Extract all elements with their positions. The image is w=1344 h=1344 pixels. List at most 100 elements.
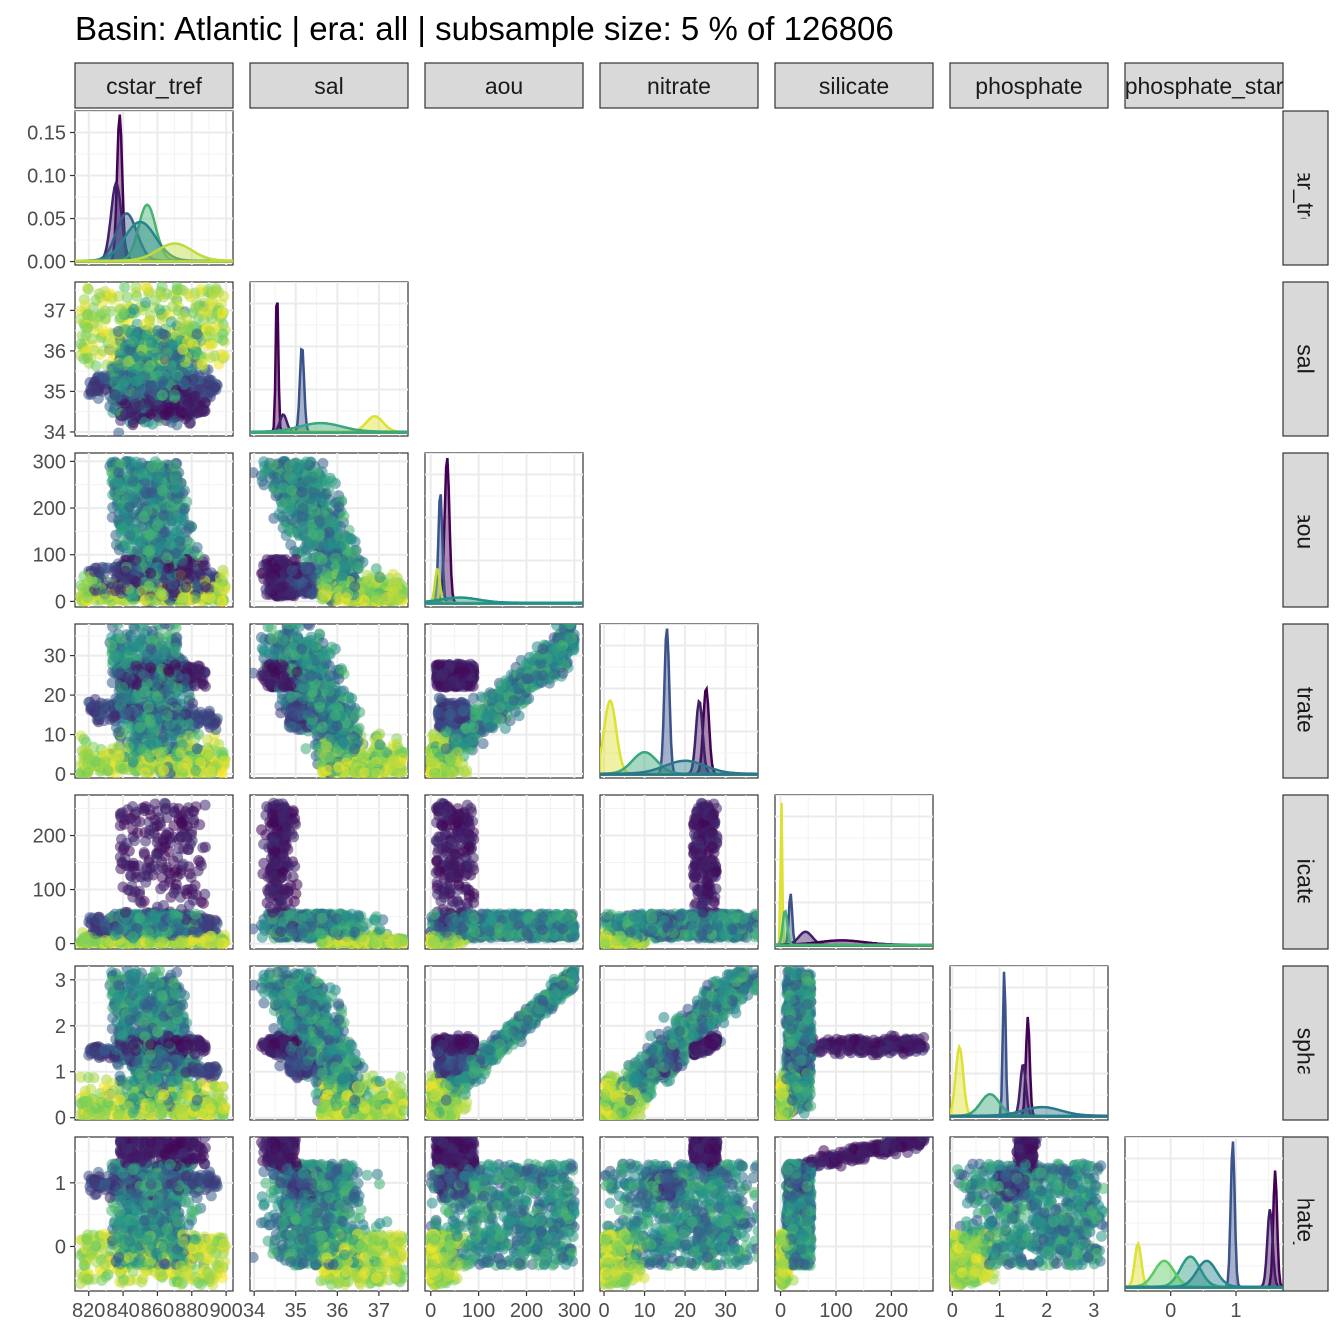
- scatter-point: [127, 492, 139, 504]
- scatter-point: [130, 398, 142, 410]
- scatter-point: [82, 283, 94, 295]
- column-strip-label: phosphate: [975, 73, 1082, 99]
- y-tick-label: 200: [33, 498, 66, 520]
- row-strip-aou: aou: [1282, 452, 1329, 608]
- scatter-point: [115, 458, 127, 470]
- scatter-point: [169, 389, 181, 401]
- scatter-point: [359, 595, 371, 607]
- scatter-point: [81, 309, 93, 321]
- scatter-point: [267, 458, 279, 470]
- scatter-point: [349, 545, 361, 557]
- scatter-point: [118, 307, 130, 318]
- scatter-point: [153, 399, 165, 411]
- panel-aou-vs-aou: [424, 452, 584, 608]
- scatter-point: [316, 476, 328, 488]
- panel-grid: cstar_tref sal aou nitrate silicate phosphate…: [27, 62, 1329, 1322]
- scatter-point: [123, 355, 135, 367]
- scatter-point: [134, 351, 146, 362]
- row-strip-sal: sal: [1282, 281, 1329, 437]
- scatter-point: [166, 587, 178, 599]
- scatter-point: [90, 360, 102, 372]
- scatter-point: [199, 397, 211, 409]
- row-strip-bg: [1282, 794, 1329, 950]
- row-strip-label: sal: [1293, 344, 1319, 373]
- scatter-point: [131, 389, 143, 401]
- scatter-point: [387, 568, 399, 580]
- scatter-point: [166, 316, 177, 328]
- scatter-point: [194, 568, 206, 580]
- scatter-point: [177, 285, 189, 296]
- scatter-point: [167, 300, 179, 312]
- row-strip-label: silicate: [1293, 837, 1319, 907]
- y-tick-label: 37: [44, 300, 66, 322]
- scatter-point: [134, 536, 146, 548]
- scatter-point: [324, 514, 335, 526]
- scatter-point: [346, 533, 358, 545]
- scatter-point: [79, 299, 91, 311]
- scatter-point: [99, 593, 111, 605]
- scatter-point: [306, 539, 317, 551]
- scatter-point: [300, 456, 312, 468]
- panel-cstar_tref-vs-cstar_tref: 0.000.050.100.15: [27, 110, 234, 274]
- scatter-point: [104, 335, 116, 347]
- scatter-point: [98, 325, 110, 337]
- scatter-point: [127, 587, 139, 599]
- scatter-point: [156, 484, 168, 496]
- scatter-point: [145, 486, 157, 498]
- panel-sal-vs-sal: [249, 281, 409, 437]
- scatter-point: [110, 539, 122, 551]
- scatter-point: [161, 347, 173, 359]
- y-tick-label: 0.15: [27, 123, 66, 145]
- column-strip-silicate: silicate: [774, 62, 934, 109]
- y-tick-label: 0.00: [27, 252, 66, 274]
- scatter-point: [296, 576, 308, 588]
- scatter-point: [349, 580, 361, 592]
- scatter-point: [264, 576, 276, 588]
- scatter-point: [154, 304, 166, 316]
- column-strip-phosphate_star: phosphate_star: [1124, 62, 1284, 109]
- scatter-point: [130, 555, 142, 567]
- scatter-point: [199, 581, 211, 593]
- scatter-point: [90, 294, 102, 306]
- scatter-point: [130, 282, 142, 293]
- scatter-point: [161, 552, 173, 564]
- scatter-point: [171, 419, 183, 431]
- scatter-point: [277, 482, 289, 494]
- column-strip-sal: sal: [249, 62, 409, 109]
- scatter-point: [217, 334, 229, 346]
- scatter-point: [300, 563, 312, 575]
- scatter-point: [82, 321, 94, 333]
- scatter-point: [209, 350, 221, 362]
- scatter-point: [179, 502, 191, 514]
- column-strip-label: aou: [485, 73, 523, 99]
- column-strip-cstar_tref: cstar_tref: [74, 62, 234, 109]
- scatter-point: [119, 282, 131, 293]
- scatter-point: [130, 375, 142, 387]
- scatter-point: [372, 593, 384, 605]
- scatter-point: [330, 552, 341, 564]
- panel-content: [425, 453, 583, 607]
- scatter-point: [90, 577, 102, 589]
- scatter-point: [141, 505, 153, 517]
- scatter-point: [194, 406, 206, 418]
- scatter-point: [163, 406, 175, 418]
- scatter-point: [156, 362, 168, 374]
- column-strip-label: nitrate: [647, 73, 711, 99]
- scatter-point: [316, 593, 328, 605]
- column-strip-aou: aou: [424, 62, 584, 109]
- scatter-point: [154, 289, 166, 301]
- scatter-point: [112, 360, 124, 372]
- scatter-point: [145, 408, 157, 420]
- scatter-point: [109, 489, 121, 501]
- scatter-point: [393, 592, 405, 604]
- panel-content: [250, 453, 408, 607]
- scatter-point: [314, 528, 326, 540]
- scatter-point: [203, 379, 215, 391]
- scatter-point: [326, 537, 338, 549]
- scatter-point: [145, 380, 157, 392]
- scatter-point: [199, 560, 211, 572]
- scatter-point: [113, 290, 125, 302]
- scatter-point: [183, 519, 195, 531]
- scatter-point: [190, 592, 202, 604]
